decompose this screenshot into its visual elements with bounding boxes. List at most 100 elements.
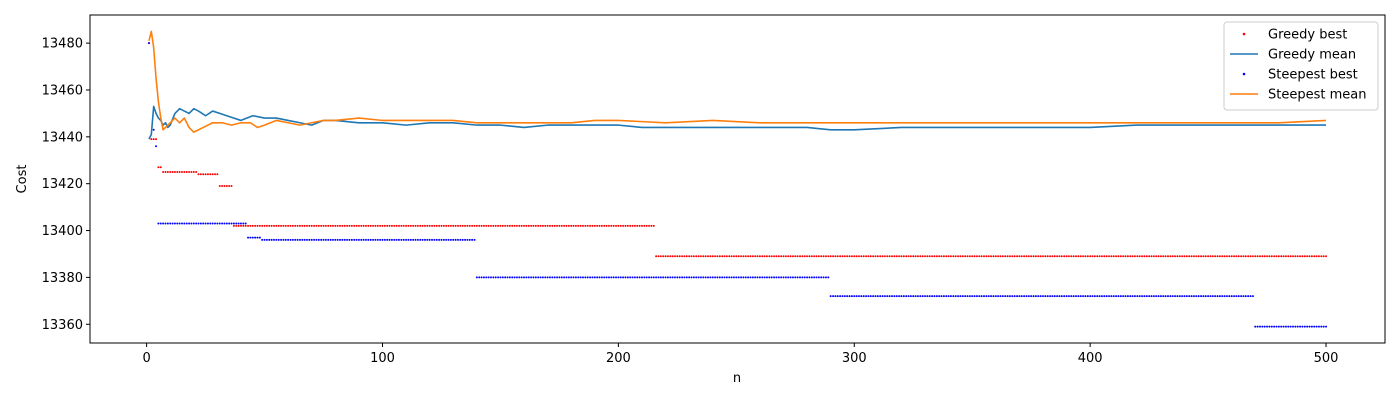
data-point: [1287, 325, 1290, 328]
data-point: [676, 276, 679, 279]
data-point: [603, 224, 606, 227]
data-point: [1181, 255, 1184, 258]
data-point: [1067, 255, 1070, 258]
data-point: [480, 224, 483, 227]
data-point: [1157, 255, 1160, 258]
data-point: [699, 255, 702, 258]
data-point: [645, 276, 648, 279]
data-point: [1292, 325, 1295, 328]
data-point: [898, 255, 901, 258]
data-point: [1268, 255, 1271, 258]
data-point: [473, 238, 476, 241]
data-point: [695, 276, 698, 279]
data-point: [504, 276, 507, 279]
data-point: [1131, 295, 1134, 298]
data-point: [247, 236, 250, 239]
data-point: [714, 276, 717, 279]
data-point: [865, 255, 868, 258]
legend-label: Steepest best: [1268, 68, 1358, 83]
data-point: [265, 238, 268, 241]
data-point: [1169, 295, 1172, 298]
data-point: [176, 222, 179, 225]
data-point: [822, 276, 825, 279]
data-point: [761, 255, 764, 258]
data-point: [379, 238, 382, 241]
data-point: [416, 224, 419, 227]
data-point: [874, 295, 877, 298]
data-point: [794, 276, 797, 279]
data-point: [426, 224, 429, 227]
data-point: [846, 295, 849, 298]
data-point: [1162, 295, 1165, 298]
data-point: [643, 224, 646, 227]
y-tick-label: 13440: [42, 130, 83, 145]
data-point: [711, 255, 714, 258]
data-point: [572, 224, 575, 227]
data-point: [714, 255, 717, 258]
data-point: [782, 255, 785, 258]
data-point: [801, 276, 804, 279]
data-point: [681, 255, 684, 258]
data-point: [379, 224, 382, 227]
data-point: [388, 224, 391, 227]
data-point: [1041, 255, 1044, 258]
data-point: [1159, 255, 1162, 258]
data-point: [1056, 295, 1059, 298]
data-point: [603, 276, 606, 279]
data-point: [1266, 325, 1269, 328]
data-point: [697, 276, 700, 279]
legend-label: Greedy mean: [1268, 48, 1356, 63]
data-point: [893, 295, 896, 298]
data-point: [1166, 255, 1169, 258]
legend-marker: [1242, 32, 1246, 36]
data-point: [178, 222, 181, 225]
data-point: [211, 222, 214, 225]
data-point: [221, 222, 224, 225]
data-point: [1284, 325, 1287, 328]
data-point: [520, 224, 523, 227]
data-point: [751, 255, 754, 258]
data-point: [699, 276, 702, 279]
data-point: [978, 255, 981, 258]
data-point: [1011, 255, 1014, 258]
data-point: [648, 276, 651, 279]
data-point: [584, 276, 587, 279]
data-point: [839, 295, 842, 298]
x-tick-label: 200: [606, 351, 631, 366]
data-point: [1159, 295, 1162, 298]
data-point: [421, 224, 424, 227]
data-point: [1148, 295, 1151, 298]
data-point: [560, 224, 563, 227]
data-point: [664, 255, 667, 258]
data-point: [530, 276, 533, 279]
data-point: [1251, 255, 1254, 258]
data-point: [1013, 295, 1016, 298]
data-point: [600, 224, 603, 227]
data-point: [1041, 295, 1044, 298]
data-point: [593, 224, 596, 227]
data-point: [926, 255, 929, 258]
data-point: [1037, 295, 1040, 298]
data-point: [1254, 255, 1257, 258]
data-point: [258, 236, 261, 239]
data-point: [152, 128, 155, 131]
data-point: [315, 238, 318, 241]
data-point: [794, 255, 797, 258]
data-point: [1211, 295, 1214, 298]
data-point: [895, 295, 898, 298]
data-point: [183, 170, 186, 173]
data-point: [968, 295, 971, 298]
data-point: [933, 255, 936, 258]
data-point: [1141, 295, 1144, 298]
data-point: [456, 224, 459, 227]
data-point: [1148, 255, 1151, 258]
data-point: [971, 255, 974, 258]
data-point: [322, 238, 325, 241]
data-point: [1294, 255, 1297, 258]
data-point: [461, 224, 464, 227]
data-point: [1299, 325, 1302, 328]
data-point: [190, 222, 193, 225]
data-point: [695, 255, 698, 258]
data-point: [570, 276, 573, 279]
data-point: [801, 255, 804, 258]
